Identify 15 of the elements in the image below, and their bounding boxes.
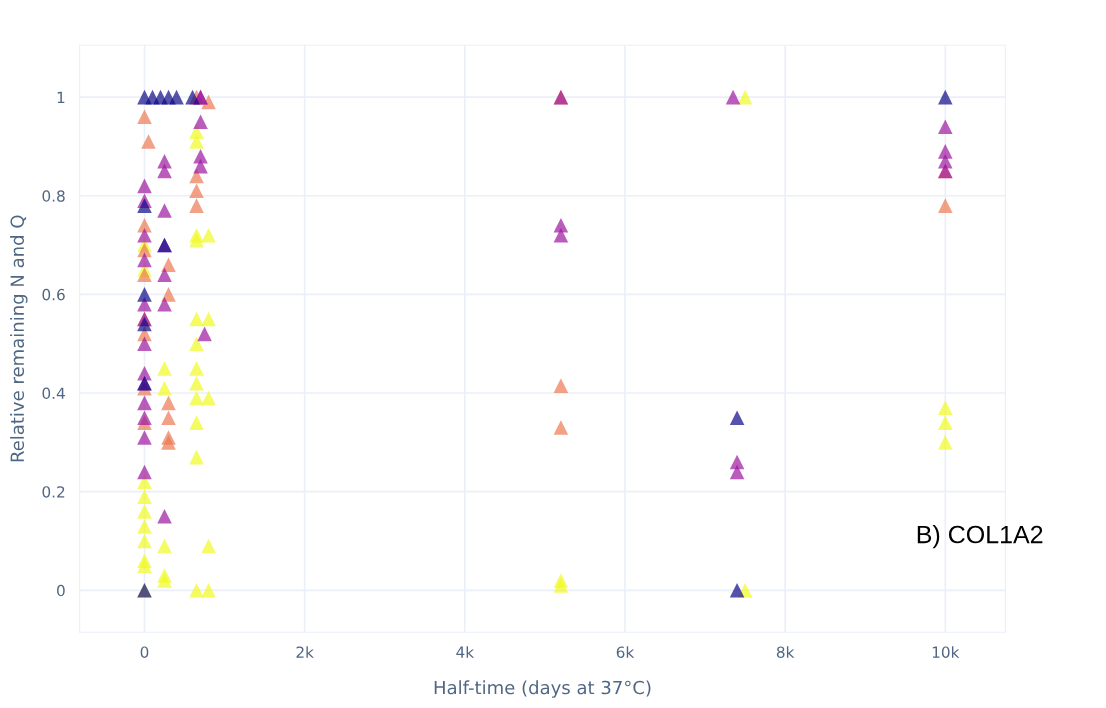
y-tick-label: 0.4 bbox=[42, 387, 65, 400]
y-axis-title: Relative remaining N and Q bbox=[10, 215, 28, 462]
y-tick-label: 0.8 bbox=[42, 190, 65, 202]
y-tick-label: 0.2 bbox=[42, 486, 65, 498]
x-tick-label: 0 bbox=[140, 646, 149, 658]
y-tick-label: 1 bbox=[57, 91, 65, 103]
x-tick-label: 2k bbox=[296, 646, 314, 658]
x-axis-title: Half-time (days at 37°C) bbox=[434, 680, 651, 698]
x-tick-label: 4k bbox=[456, 646, 475, 658]
x-tick-label: 10k bbox=[932, 646, 960, 658]
x-tick-label: 8k bbox=[776, 646, 795, 658]
y-tick-label: 0.6 bbox=[42, 288, 65, 301]
x-tick-label: 6k bbox=[616, 646, 635, 658]
annotation: B) COL1A2 bbox=[917, 525, 1043, 549]
y-tick-label: 0 bbox=[57, 584, 65, 597]
